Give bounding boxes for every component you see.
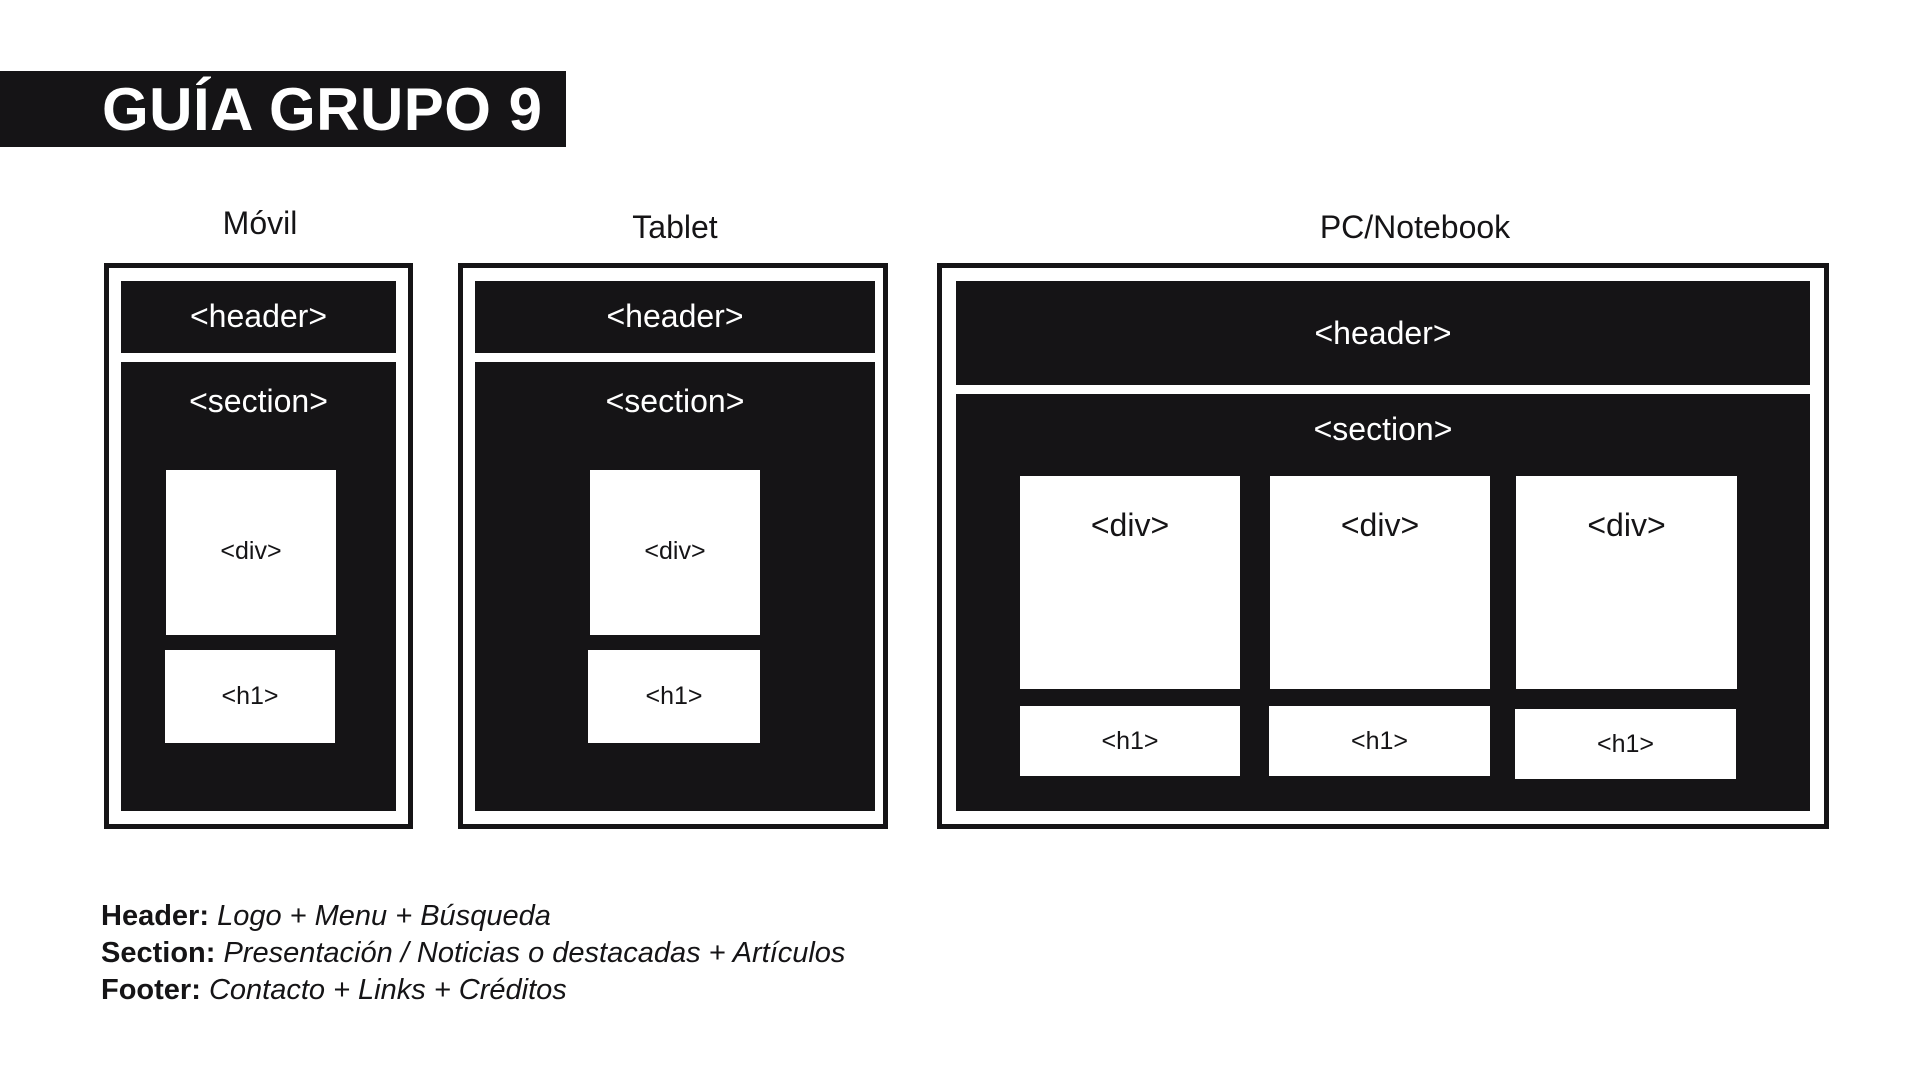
movil-header-block: <header> xyxy=(121,281,396,353)
legend-key-header: Header: xyxy=(101,900,209,932)
device-label-pc: PC/Notebook xyxy=(1319,209,1511,245)
pc-header-block: <header> xyxy=(956,281,1810,385)
pc-h1-label-3: <h1> xyxy=(1596,730,1654,758)
pc-section-block: <section> <div> <h1> <div> <h1> <div> <h… xyxy=(956,394,1810,811)
legend-key-footer: Footer: xyxy=(101,974,201,1006)
movil-section-label: <section> xyxy=(189,383,328,419)
pc-h1-box-3: <h1> xyxy=(1515,709,1736,779)
legend-line-header: Header: Logo + Menu + Búsqueda xyxy=(101,898,845,935)
movil-h1-label: <h1> xyxy=(221,682,279,710)
movil-div-label: <div> xyxy=(220,537,282,565)
pc-div-label-1: <div> xyxy=(1090,507,1170,543)
pc-frame: <header> <section> <div> <h1> <div> <h1>… xyxy=(937,263,1829,829)
legend-line-footer: Footer: Contacto + Links + Créditos xyxy=(101,972,845,1009)
pc-div-box-3: <div> xyxy=(1516,476,1737,689)
device-label-movil: Móvil xyxy=(222,205,298,241)
pc-div-label-3: <div> xyxy=(1587,507,1666,543)
legend-key-section: Section: xyxy=(101,937,216,969)
movil-div-box: <div> xyxy=(166,470,336,635)
pc-h1-label-1: <h1> xyxy=(1101,727,1159,755)
legend-value-footer: Contacto + Links + Créditos xyxy=(208,974,567,1006)
tablet-div-box: <div> xyxy=(590,470,760,635)
tablet-header-block: <header> xyxy=(475,281,875,353)
movil-frame: <header> <section> <div> <h1> xyxy=(104,263,413,829)
pc-h1-box-1: <h1> xyxy=(1020,706,1240,776)
movil-section-block: <section> <div> <h1> xyxy=(121,362,396,811)
legend-value-header: Logo + Menu + Búsqueda xyxy=(217,900,551,932)
pc-div-box-2: <div> xyxy=(1270,476,1490,689)
tablet-header-label: <header> xyxy=(606,298,744,334)
pc-div-label-2: <div> xyxy=(1340,507,1420,543)
tablet-div-label: <div> xyxy=(644,537,706,565)
movil-header-label: <header> xyxy=(189,298,327,334)
title-bar: GUÍA GRUPO 9 xyxy=(0,71,566,147)
pc-h1-label-2: <h1> xyxy=(1350,727,1408,755)
tablet-h1-label: <h1> xyxy=(645,682,703,710)
pc-h1-box-2: <h1> xyxy=(1269,706,1490,776)
device-label-tablet: Tablet xyxy=(632,209,718,245)
tablet-section-block: <section> <div> <h1> xyxy=(475,362,875,811)
pc-header-label: <header> xyxy=(1314,315,1452,351)
legend-line-section: Section: Presentación / Noticias o desta… xyxy=(101,935,845,972)
page-title: GUÍA GRUPO 9 xyxy=(102,76,543,143)
legend-value-section: Presentación / Noticias o destacadas + A… xyxy=(223,937,846,969)
legend: Header: Logo + Menu + Búsqueda Section: … xyxy=(101,898,845,1009)
tablet-frame: <header> <section> <div> <h1> xyxy=(458,263,888,829)
tablet-h1-box: <h1> xyxy=(588,650,760,743)
movil-h1-box: <h1> xyxy=(165,650,335,743)
pc-div-box-1: <div> xyxy=(1020,476,1240,689)
pc-section-label: <section> xyxy=(1313,411,1453,447)
tablet-section-label: <section> xyxy=(605,383,745,419)
